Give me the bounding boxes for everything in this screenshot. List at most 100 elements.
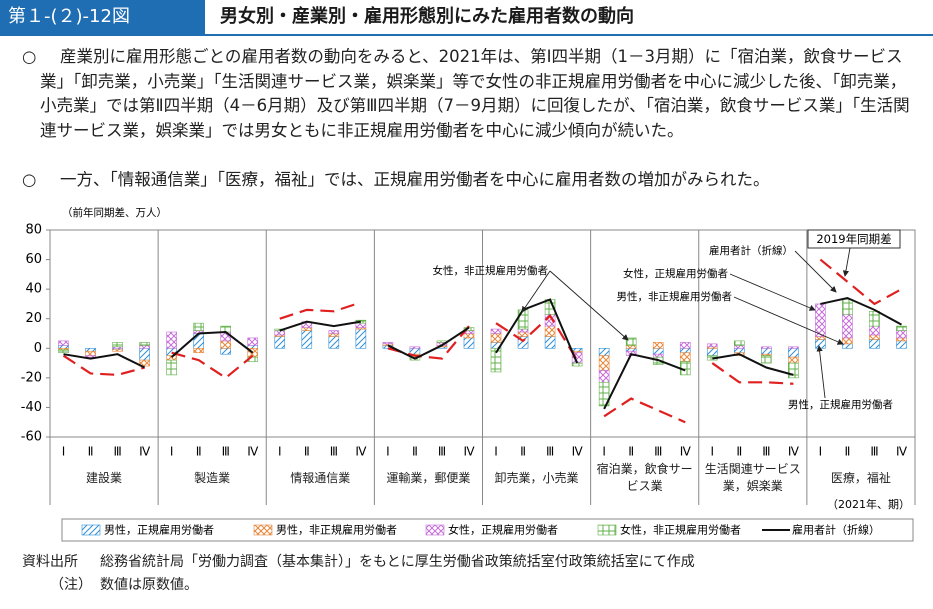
x-tick-label: Ⅳ: [572, 445, 583, 459]
bar-segment: [788, 346, 799, 349]
bar-segment: [355, 322, 367, 328]
comparison-line: [495, 314, 579, 361]
bar-segment: [679, 352, 691, 362]
bar-segment: [571, 362, 583, 367]
legend-label: 女性，正規雇用労働者: [448, 523, 558, 537]
x-tick-label: Ⅲ: [546, 445, 554, 459]
bar-segment: [490, 347, 502, 373]
bar-segment: [490, 333, 502, 343]
total-line: [603, 353, 686, 410]
annotation: 男性，非正規雇用労働者: [617, 290, 733, 303]
bar-segment: [220, 340, 232, 349]
bar-segment: [652, 347, 664, 355]
y-tick-label: -60: [21, 430, 42, 445]
comparison-line: [279, 301, 362, 320]
bar-segment: [328, 336, 340, 349]
bar-segment: [463, 333, 475, 339]
bar-segment: [58, 340, 69, 346]
legend-swatch: [597, 524, 617, 536]
x-tick-label: Ⅲ: [330, 445, 338, 459]
bar-segment: [896, 325, 907, 331]
bar-segment: [733, 345, 745, 349]
group-label: 運輸業，郵便業: [386, 470, 471, 485]
bar-segment: [598, 381, 610, 407]
bar-segment: [625, 345, 637, 349]
bar-segment: [869, 339, 880, 349]
x-tick-label: Ⅰ: [386, 445, 390, 459]
bar-segment: [788, 356, 799, 364]
bar-segment: [139, 359, 150, 367]
x-tick-label: Ⅰ: [710, 445, 714, 459]
x-tick-label: Ⅱ: [88, 445, 94, 459]
bar-segment: [139, 347, 150, 361]
x-tick-label: Ⅱ: [736, 445, 742, 459]
bar-segment: [382, 342, 394, 345]
x-tick-label: Ⅰ: [170, 445, 174, 459]
x-tick-label: Ⅲ: [438, 445, 446, 459]
legend-label: 雇用者計（折線）: [792, 523, 880, 537]
annotation-arrow: [549, 270, 629, 341]
footnote-text: 総務省統計局「労働力調査（基本集計）」をもとに厚生労働省政策統括室付政策統括室に…: [100, 554, 695, 570]
bar-segment: [896, 340, 907, 349]
bar-segment: [85, 350, 96, 356]
bar-segment: [598, 355, 610, 371]
bar-segment: [544, 325, 556, 337]
x-tick-label: Ⅱ: [412, 445, 418, 459]
legend-label: 男性，正規雇用労働者: [104, 523, 214, 537]
bar-segment: [139, 342, 150, 346]
total-line: [279, 320, 362, 332]
bar-segment: [761, 347, 772, 355]
bar-segment: [328, 330, 340, 334]
legend-swatch: [81, 524, 101, 536]
x-tick-label: Ⅱ: [844, 445, 850, 459]
y-tick-label: 0: [34, 341, 42, 356]
bar-segment: [733, 347, 745, 354]
x-tick-label: Ⅱ: [196, 445, 202, 459]
total-line: [387, 326, 470, 360]
bar-segment: [58, 349, 69, 354]
bar-segment: [355, 328, 367, 349]
legend-label: 男性，非正規雇用労働者: [276, 523, 397, 537]
annotation: 男性，正規雇用労働者: [788, 398, 893, 411]
bar-segment: [842, 343, 853, 349]
bar-segment: [301, 327, 313, 331]
bar-segment: [761, 355, 772, 364]
bar-segment: [85, 347, 96, 352]
annotation-arrow: [521, 270, 551, 313]
bar-segment: [517, 309, 529, 330]
bar-segment: [247, 337, 259, 346]
total-line: [495, 298, 579, 364]
bar-segment: [517, 328, 529, 333]
annotation-arrow: [842, 247, 851, 277]
comparison-line: [387, 325, 470, 360]
bar-segment: [409, 347, 421, 355]
annotation-arrow: [729, 273, 816, 311]
paragraph: 一方、「情報通信業」「医療，福祉」では、正規雇用労働者を中心に雇用者数の増加がみ…: [60, 170, 770, 189]
bar-segment: [409, 346, 421, 349]
bar-segment: [166, 331, 177, 349]
x-tick-label: Ⅰ: [62, 445, 66, 459]
bar-segment: [139, 345, 150, 349]
bar-segment: [247, 345, 259, 349]
bar-segment: [842, 313, 853, 339]
total-line: [63, 353, 146, 369]
bar-segment: [112, 349, 123, 352]
annotation: 女性，非正規雇用労働者: [433, 264, 549, 277]
group-label: 宿泊業，飲食サービス業: [596, 462, 693, 493]
x-tick-label: Ⅳ: [463, 445, 474, 459]
bar-segment: [544, 336, 556, 349]
x-tick-label: Ⅱ: [304, 445, 310, 459]
x-tick-label: Ⅲ: [870, 445, 878, 459]
comparison-label-box: [807, 229, 901, 249]
bar-segment: [301, 330, 313, 349]
footnote-label: 資料出所: [22, 554, 78, 570]
y-tick-label: -40: [21, 400, 42, 415]
legend-swatch: [253, 524, 273, 536]
bar-segment: [220, 331, 232, 342]
y-tick-label: -20: [21, 370, 42, 385]
bar-segment: [733, 340, 745, 346]
bar-segment: [815, 303, 826, 337]
bar-segment: [274, 336, 286, 349]
comparison-line: [711, 362, 794, 385]
